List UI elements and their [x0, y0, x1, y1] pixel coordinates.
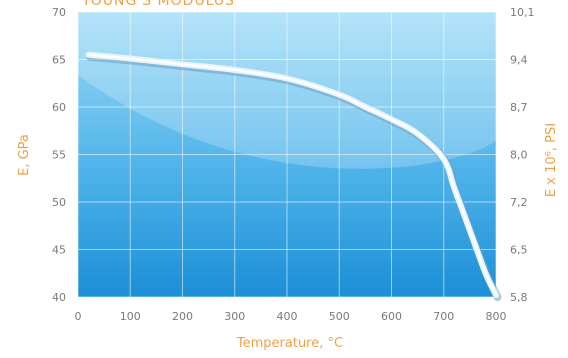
- x-axis-ticks: 0 100 200 300 400 500 600 700 800: [75, 310, 507, 323]
- plot-area: [78, 12, 496, 297]
- x-tick-label: 500: [329, 310, 350, 323]
- y-tick-label-left: 65: [52, 54, 66, 67]
- series-layer: [85, 51, 502, 302]
- x-axis-title: Temperature, °C: [236, 336, 343, 351]
- y-tick-label-right: 9,4: [510, 54, 528, 67]
- y-tick-label-right: 8,7: [510, 101, 528, 114]
- series-line-highlight: [87, 53, 497, 297]
- x-tick-label: 200: [172, 310, 193, 323]
- y-tick-label-right: 7,2: [510, 196, 528, 209]
- x-tick-label: 400: [277, 310, 298, 323]
- y-tick-label-left: 50: [52, 196, 66, 209]
- y-axis-left-title: E, GPa: [17, 134, 32, 176]
- y-tick-label-left: 45: [52, 244, 66, 257]
- y-tick-label-right: 10,1: [510, 6, 535, 19]
- y-tick-label-right: 6,5: [510, 244, 528, 257]
- x-tick-label: 700: [433, 310, 454, 323]
- x-tick-label: 0: [75, 310, 82, 323]
- x-tick-label: 600: [381, 310, 402, 323]
- x-tick-label: 800: [486, 310, 507, 323]
- y-tick-label-left: 40: [52, 291, 66, 304]
- x-tick-label: 100: [120, 310, 141, 323]
- y-tick-label-right: 5,8: [510, 291, 528, 304]
- x-tick-label: 300: [224, 310, 245, 323]
- y-tick-label-left: 60: [52, 101, 66, 114]
- chart-title: YOUNG'S MODULUS: [81, 0, 235, 9]
- y-axis-right-title: E x 10⁶, PSI: [544, 123, 559, 197]
- y-tick-label-left: 55: [52, 149, 66, 162]
- y-axis-right-ticks: 5,8 6,5 7,2 8,0 8,7 9,4 10,1: [510, 6, 535, 304]
- y-axis-left-ticks: 40 45 50 55 60 65 70: [52, 6, 66, 304]
- y-tick-label-left: 70: [52, 6, 66, 19]
- y-tick-label-right: 8,0: [510, 149, 528, 162]
